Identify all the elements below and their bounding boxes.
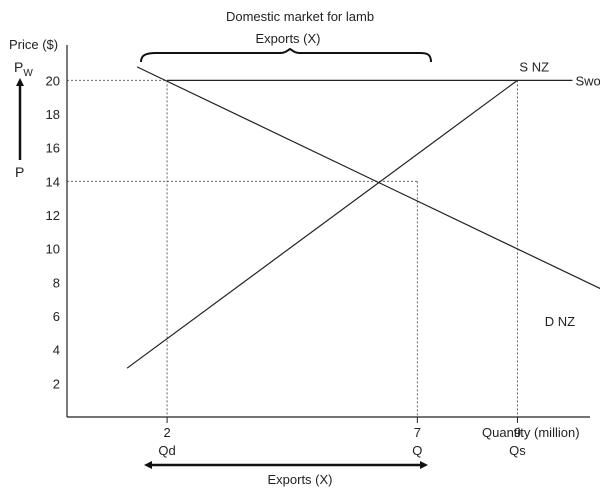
y-tick-label: 20 (46, 73, 60, 88)
x-tick-sublabel: Q (412, 443, 422, 458)
y-tick-label: 10 (46, 242, 60, 257)
y-tick-label: 14 (46, 174, 60, 189)
series-line-s-nz (126, 79, 518, 369)
x-tick-label: 2 (163, 425, 170, 440)
axes (66, 45, 590, 418)
y-tick-label: 16 (46, 141, 60, 156)
pw-subscript: W (23, 68, 33, 79)
x-tick-sublabel: Qs (509, 443, 526, 458)
chart-title: Domestic market for lamb (226, 9, 374, 24)
y-axis-label: Price ($) (9, 37, 58, 52)
y-tick-label: 12 (46, 208, 60, 223)
pw-main: P (14, 59, 23, 75)
y-tick-label: 6 (53, 309, 60, 324)
exports-brace (140, 47, 432, 63)
series-lines: S NZ D NZ Sworld (126, 59, 600, 369)
y-tick-label: 4 (53, 343, 60, 358)
x-tick-label: 7 (414, 425, 421, 440)
series-label-s-nz: S NZ (519, 59, 549, 74)
y-tick-label: 2 (53, 376, 60, 391)
series-label-d-nz: D NZ (545, 314, 575, 329)
exports-bottom-label: Exports (X) (267, 472, 332, 487)
x-tick-sublabel: Qd (158, 443, 175, 458)
x-axis-label: Quantity (million) (482, 425, 580, 440)
y-ticks: 2 4 6 8 10 12 14 16 18 20 (46, 73, 60, 391)
x-ticks: 2 Qd 7 Q 9 Qs (158, 417, 526, 458)
series-label-sworld: Sworld (575, 73, 600, 88)
p-label: P (15, 164, 24, 180)
series-line-d-nz (136, 66, 600, 290)
exports-top-label: Exports (X) (255, 31, 320, 46)
x-tick-label: 9 (514, 425, 521, 440)
y-tick-label: 18 (46, 107, 60, 122)
y-tick-label: 8 (53, 275, 60, 290)
pw-label: PW (14, 59, 33, 79)
